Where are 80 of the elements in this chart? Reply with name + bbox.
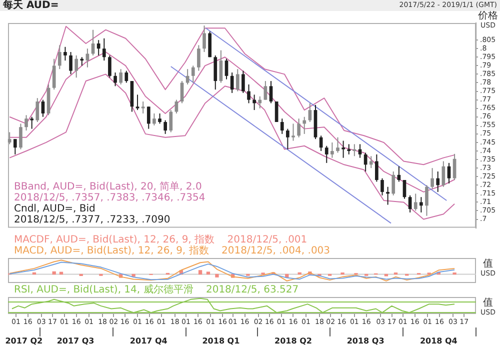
candlestick [191, 65, 195, 84]
candlestick [114, 72, 117, 87]
candlestick [386, 186, 390, 206]
candlestick [146, 106, 150, 130]
candlestick [408, 194, 412, 213]
candlestick [41, 99, 45, 118]
candlestick [324, 145, 328, 164]
candlestick [308, 102, 312, 122]
annotation: 2018/12/5, .7377, .7233, .7090 [14, 214, 170, 226]
candlestick [219, 50, 223, 84]
candlestick [375, 154, 378, 182]
candlestick [202, 25, 206, 53]
text: Cndl, AUD=, Bid [14, 203, 96, 214]
candlestick [124, 70, 128, 84]
candlestick [214, 54, 218, 90]
x2-tick-label: 2017 Q2 [5, 336, 43, 346]
x2-tick-label: 2018 Q3 [346, 336, 384, 346]
candlestick [30, 116, 34, 130]
candlestick [69, 52, 72, 75]
candlestick [436, 170, 440, 192]
candlestick [286, 128, 290, 150]
candlestick [269, 80, 273, 104]
candlestick [274, 102, 278, 122]
candlestick [236, 68, 240, 92]
annotation: 2018/12/5, .7357, .7383, .7346, .7354 [14, 192, 206, 204]
candlestick [169, 110, 173, 133]
candlestick [420, 196, 423, 213]
candlestick [19, 123, 22, 150]
candlestick [141, 101, 145, 114]
candlestick [52, 58, 56, 90]
candlestick [197, 44, 200, 72]
candlestick [392, 170, 396, 196]
candlestick [86, 48, 90, 68]
x2-tick-label: 2018 Q1 [202, 336, 240, 346]
candlestick [302, 116, 306, 134]
candlestick [224, 58, 228, 80]
candlestick [347, 144, 351, 155]
candlestick [447, 162, 451, 184]
candlestick [36, 98, 40, 122]
candlestick [119, 68, 122, 85]
candlestick [242, 70, 245, 94]
candlestick [24, 114, 28, 132]
candlestick [252, 94, 256, 111]
candlestick [297, 118, 300, 138]
candlestick [180, 80, 184, 104]
candlestick [8, 132, 12, 145]
text: BBand, AUD=, Bid(Last), 20, 简单, 2.0 [14, 180, 202, 192]
text: MACDF, AUD=, Bid(Last), 12, 26, 9, 指数 2018/12/5, .001 [14, 234, 308, 246]
candlestick [108, 54, 112, 78]
x2-tick-label: 2018 Q2 [274, 336, 312, 346]
candlestick [369, 156, 373, 169]
candlestick [158, 112, 162, 124]
candlestick [64, 46, 67, 62]
candlestick [452, 153, 456, 181]
candlestick [425, 184, 428, 216]
candlestick [342, 140, 345, 158]
candlestick [74, 54, 78, 78]
candlestick [13, 138, 17, 155]
candlestick [102, 38, 106, 62]
candlestick [136, 94, 140, 111]
chart-title: 每天 AUD= [3, 0, 59, 11]
x2-tick-label: 2017 Q4 [130, 336, 168, 346]
candlestick [414, 193, 418, 212]
candlestick [280, 118, 284, 134]
text: MACD, AUD=, Bid(Last), 12, 26, 9, 指数 2018/12/5, .004, .003 [14, 246, 330, 257]
candlestick [258, 96, 262, 109]
candlestick [164, 120, 167, 134]
candlestick [330, 142, 334, 158]
candlestick [58, 44, 62, 70]
x2-tick-label: 2018 Q4 [420, 336, 458, 346]
x2-tick-label: 2017 Q3 [56, 336, 94, 346]
candlestick [264, 80, 268, 100]
candlestick [247, 84, 250, 104]
candlestick [336, 136, 340, 154]
candlestick [292, 123, 295, 142]
text: RSI, AUD=, Bid(Last), 14, 威尔德平滑 2018/12/5, 63.527 [14, 284, 299, 296]
candlestick [380, 178, 384, 196]
candlestick [152, 112, 156, 126]
candlestick [208, 31, 212, 58]
candlestick [430, 168, 434, 190]
